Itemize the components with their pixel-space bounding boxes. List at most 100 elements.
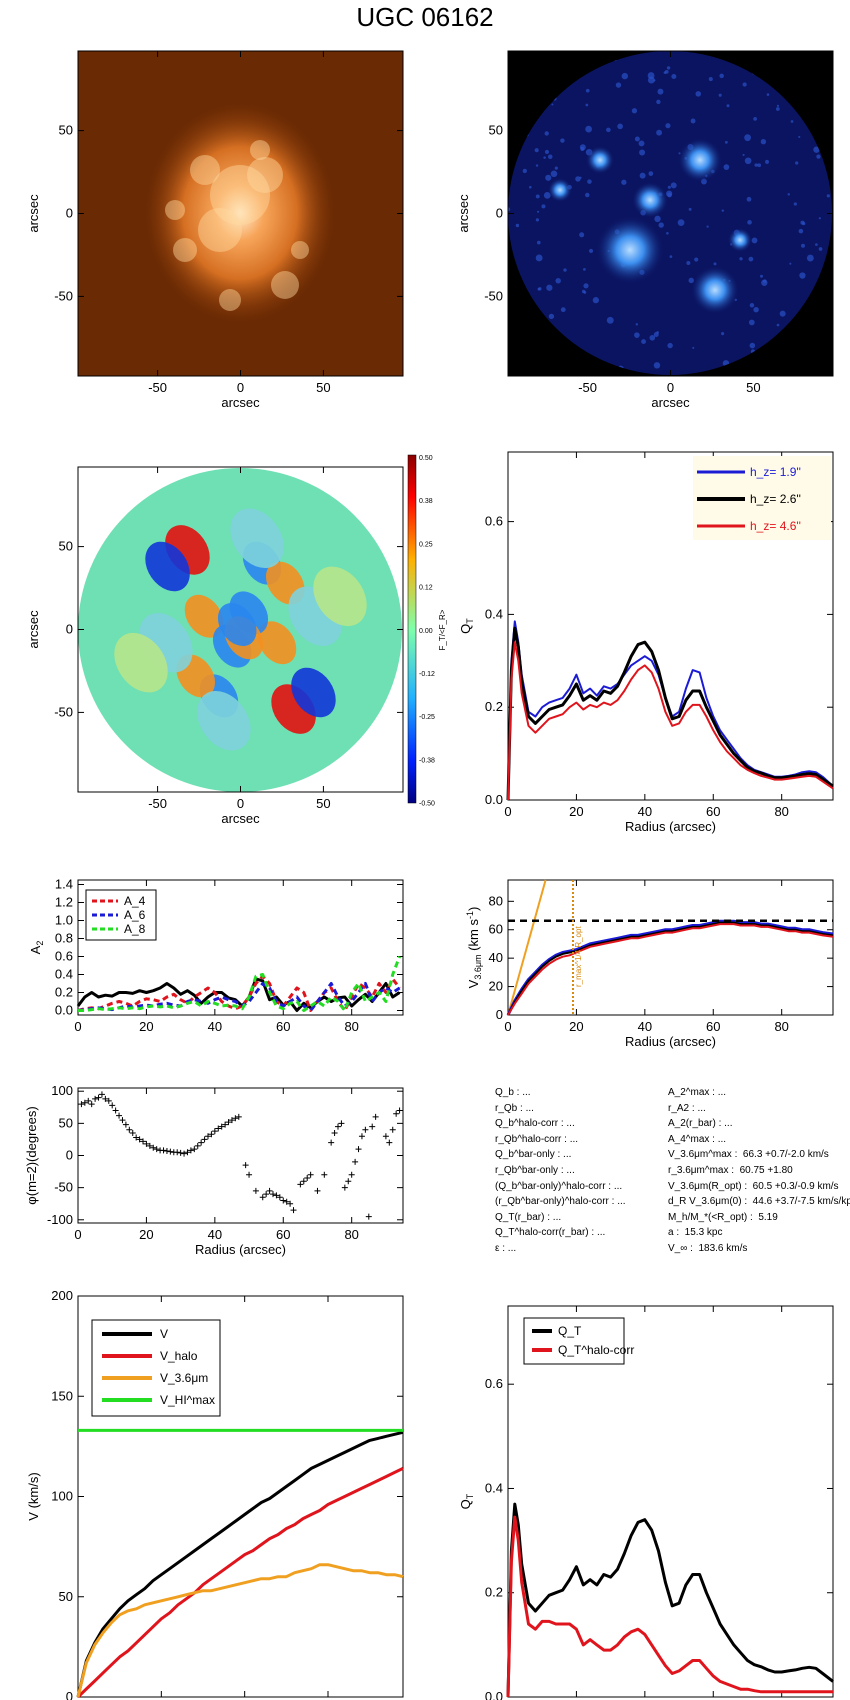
- noise-dot: [639, 149, 646, 156]
- noise-dot: [541, 204, 546, 209]
- noise-dot: [634, 332, 640, 338]
- phase-point: [150, 1144, 157, 1151]
- noise-dot: [585, 192, 590, 198]
- img_right-ytick-label: -50: [484, 288, 503, 303]
- phase-point: [81, 1099, 88, 1106]
- phase-ylabel: φ(m=2)(degrees): [24, 1106, 39, 1204]
- phase-frame: [77, 1087, 404, 1224]
- series-line: [76, 1563, 404, 1698]
- img_left-xtick-label: 50: [316, 380, 330, 395]
- qt_hz-xlabel: Radius (arcsec): [625, 819, 716, 834]
- noise-dot: [666, 66, 671, 70]
- blue-knot: [596, 216, 664, 284]
- noise-dot: [813, 146, 820, 153]
- vrot-ytick-label: 0: [496, 1007, 503, 1022]
- noise-dot: [638, 140, 645, 147]
- galaxy-knot: [247, 157, 283, 193]
- force_map-ytick-label: 0: [66, 622, 73, 637]
- galaxy-knot: [173, 238, 197, 262]
- phase-xtick-label: 80: [344, 1227, 358, 1242]
- phase-point: [85, 1097, 92, 1104]
- noise-dot: [692, 346, 695, 349]
- qt_hz-xtick-label: 40: [638, 804, 652, 819]
- colorbar-tick-label: -0.50: [419, 801, 435, 808]
- noise-dot: [818, 217, 821, 220]
- img_left-ytick-label: 50: [59, 123, 73, 138]
- phase-point: [348, 1171, 355, 1178]
- noise-dot: [747, 220, 752, 225]
- noise-dot: [554, 166, 558, 170]
- blue-knot: [632, 182, 668, 218]
- img_left-ytick-label: -50: [54, 288, 73, 303]
- blue-knot: [586, 146, 614, 174]
- vcomp-axes: 0204060050100150200Radius (arcsec): [51, 1288, 404, 1700]
- phase-point: [304, 1175, 311, 1181]
- noise-dot: [749, 303, 755, 308]
- noise-dot: [793, 202, 797, 206]
- galaxy-knot: [190, 155, 220, 185]
- noise-dot: [592, 297, 600, 304]
- phase-point: [174, 1149, 181, 1156]
- vrot-xtick-label: 20: [569, 1019, 583, 1034]
- noise-dot: [585, 125, 592, 133]
- noise-dot: [535, 194, 540, 199]
- phase-point: [191, 1146, 198, 1153]
- phase-point: [270, 1191, 276, 1198]
- noise-dot: [634, 136, 640, 142]
- noise-dot: [635, 323, 639, 326]
- phase-point: [314, 1187, 321, 1194]
- noise-dot: [669, 255, 673, 258]
- phase-point: [396, 1107, 403, 1114]
- noise-dot: [776, 104, 780, 107]
- phase-point: [331, 1130, 338, 1136]
- legend-box: [85, 889, 157, 941]
- colorbar-tick-label: 0.00: [419, 628, 433, 635]
- colorbar-tick-label: -0.25: [419, 714, 435, 721]
- series-line: [506, 919, 834, 1016]
- force-blob: [313, 566, 367, 627]
- qt_hz-frame: [507, 451, 834, 801]
- noise-dot: [522, 168, 527, 174]
- noise-dot: [560, 138, 565, 143]
- series-line: [506, 626, 834, 801]
- figure-title: UGC 06162: [356, 2, 494, 32]
- blue-knot: [728, 228, 752, 252]
- phase-ytick-label: 100: [51, 1083, 73, 1098]
- vrot-xlabel: Radius (arcsec): [625, 1034, 716, 1049]
- noise-dot: [583, 283, 589, 289]
- phase-point: [102, 1095, 109, 1102]
- vrot-ytick-label: 60: [489, 922, 503, 937]
- phase-point: [252, 1187, 259, 1194]
- info-right-column: A_2^max : ... r_A2 : ... A_2(r_bar) : ..…: [668, 1087, 850, 1254]
- colorbar-tick-label: 0.50: [419, 455, 433, 462]
- noise-dot: [760, 139, 767, 145]
- noise-dot: [713, 262, 717, 266]
- a2-ytick-label: 1.2: [55, 895, 73, 910]
- phase-point: [273, 1192, 280, 1199]
- noise-dot: [641, 339, 646, 345]
- phase-point: [222, 1121, 229, 1128]
- noise-dot: [580, 147, 585, 151]
- galaxy-knot: [219, 289, 241, 311]
- phase-point: [163, 1148, 170, 1154]
- phase-point: [160, 1147, 167, 1154]
- phase-point: [328, 1139, 335, 1146]
- vrot-ylabel: V3.6μm (km s-1): [465, 907, 483, 989]
- noise-dot: [547, 154, 553, 160]
- noise-dot: [815, 243, 818, 246]
- noise-dot: [666, 231, 669, 235]
- a2-ytick-label: 1.0: [55, 913, 73, 928]
- vrot-xtick-label: 80: [774, 1019, 788, 1034]
- phase-point: [146, 1142, 153, 1149]
- phase-point: [355, 1146, 362, 1153]
- phase-point: [218, 1123, 225, 1130]
- force-blob: [291, 667, 336, 718]
- noise-dot: [751, 237, 758, 244]
- phase-xtick-label: 40: [208, 1227, 222, 1242]
- noise-dot: [789, 262, 792, 265]
- series-line: [506, 1502, 834, 1698]
- noise-dot: [534, 148, 539, 153]
- noise-dot: [801, 243, 805, 248]
- noise-dot: [671, 73, 677, 79]
- phase-point: [259, 1194, 266, 1201]
